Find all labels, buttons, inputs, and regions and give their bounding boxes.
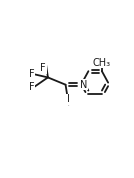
Text: CH₃: CH₃ bbox=[93, 58, 111, 68]
Text: F: F bbox=[29, 69, 34, 79]
Text: F: F bbox=[29, 82, 34, 92]
Text: F: F bbox=[40, 63, 46, 73]
Text: I: I bbox=[67, 94, 70, 104]
Text: N: N bbox=[80, 80, 88, 90]
